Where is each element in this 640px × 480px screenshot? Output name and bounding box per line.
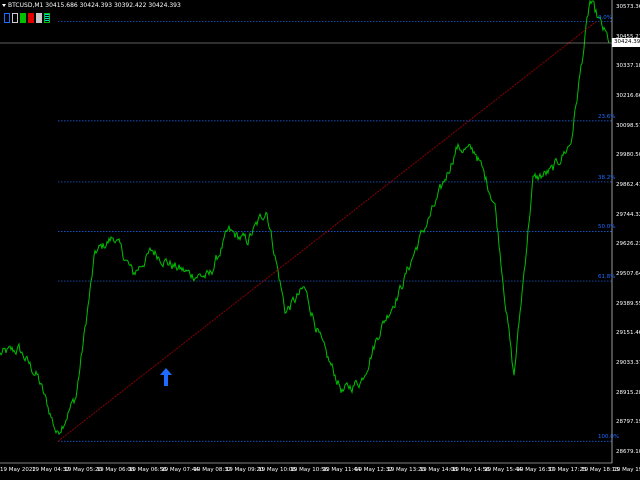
time-axis-label: 19 May 09:20 xyxy=(225,467,264,473)
price-axis-label: 29862.410 xyxy=(616,182,640,188)
lines-block-icon[interactable] xyxy=(44,13,50,23)
time-axis-label: 19 May 2022 xyxy=(0,467,36,473)
time-axis-label: 19 May 15:44 xyxy=(484,467,522,473)
time-axis-label: 19 May 14:56 xyxy=(451,467,490,473)
price-axis-label: 29389.550 xyxy=(616,300,640,307)
price-axis-label: 29507.640 xyxy=(616,271,640,277)
time-axis-label: 19 May 12:32 xyxy=(355,467,393,473)
axis-frame xyxy=(0,0,613,464)
price-axis-label: 30573.360 xyxy=(616,4,640,10)
time-axis-label: 19 May 05:20 xyxy=(64,467,103,473)
time-axis-label: 19 May 08:32 xyxy=(193,467,232,473)
time-axis[interactable]: 19 May 2022 19 May 04:32 19 May 05:20 19 Ma… xyxy=(0,464,640,480)
time-axis-label: 19 May 16:37 xyxy=(516,467,555,473)
symbol-title: BTCUSD,M1 30415.686 30424.393 30392.422 … xyxy=(2,2,181,9)
time-axis-label: 19 May 10:56 xyxy=(290,467,329,473)
price-axis-label: 30455.270 xyxy=(616,33,640,40)
price-axis-label: 29151.460 xyxy=(616,330,640,337)
price-axis-label: 28679.100 xyxy=(616,449,640,455)
red-block-icon[interactable] xyxy=(28,13,34,23)
fib-level-label: 50.0% xyxy=(598,224,616,231)
chart-frame-icon[interactable] xyxy=(12,13,18,23)
green-block-icon[interactable] xyxy=(20,13,26,23)
chart-toolbar xyxy=(4,13,50,23)
price-axis-label: 29744.320 xyxy=(616,211,640,218)
time-axis-label: 19 May 04:32 xyxy=(32,467,70,473)
window-frame-icon[interactable] xyxy=(4,13,10,23)
buy-arrow-icon[interactable] xyxy=(160,368,172,386)
fib-level-label: 23.6% xyxy=(598,113,616,120)
time-axis-label: 19 May 14:08 xyxy=(419,467,458,473)
symbol-name: BTCUSD,M1 xyxy=(8,2,44,9)
price-axis-label: 28915.280 xyxy=(616,389,640,396)
fib-level-label: 0.0% xyxy=(598,14,612,21)
time-axis-label: 19 May 11:44 xyxy=(322,467,361,473)
gray-block-icon[interactable] xyxy=(36,13,42,23)
price-axis-label: 29980.500 xyxy=(616,152,640,159)
price-series-line xyxy=(0,0,610,436)
time-axis-label: 19 May 10:08 xyxy=(258,467,296,473)
time-axis-label: 19 May 07:44 xyxy=(161,467,199,473)
time-axis-label: 19 May 17:25 xyxy=(548,467,587,473)
ohlc-values: 30415.686 30424.393 30392.422 30424.393 xyxy=(45,2,181,9)
current-price-tag: 30424.393 xyxy=(612,38,640,48)
price-axis-label: 30337.180 xyxy=(616,63,640,70)
time-axis-label: 19 May 19:01 xyxy=(613,467,640,473)
price-axis-label: 29626.230 xyxy=(616,241,640,248)
price-axis[interactable]: 30573.360 30455.270 30337.180 30216.660 3009… xyxy=(612,0,640,464)
fib-level-label: 100.0% xyxy=(598,434,619,441)
fib-level-label: 61.8% xyxy=(598,274,616,281)
price-axis-label: 29033.370 xyxy=(616,360,640,366)
fib-trend-line xyxy=(57,21,597,442)
price-axis-label: 30098.570 xyxy=(616,122,640,129)
dropdown-triangle-icon[interactable] xyxy=(2,4,6,7)
price-axis-label: 28797.190 xyxy=(616,419,640,426)
time-axis-label: 19 May 06:08 xyxy=(96,467,135,473)
time-axis-label: 19 May 06:56 xyxy=(128,467,167,473)
price-axis-label: 30216.660 xyxy=(616,93,640,99)
time-axis-label: 19 May 13:20 xyxy=(387,467,426,473)
time-axis-label: 19 May 18:13 xyxy=(581,467,619,473)
fib-level-label: 38.2% xyxy=(598,174,616,181)
